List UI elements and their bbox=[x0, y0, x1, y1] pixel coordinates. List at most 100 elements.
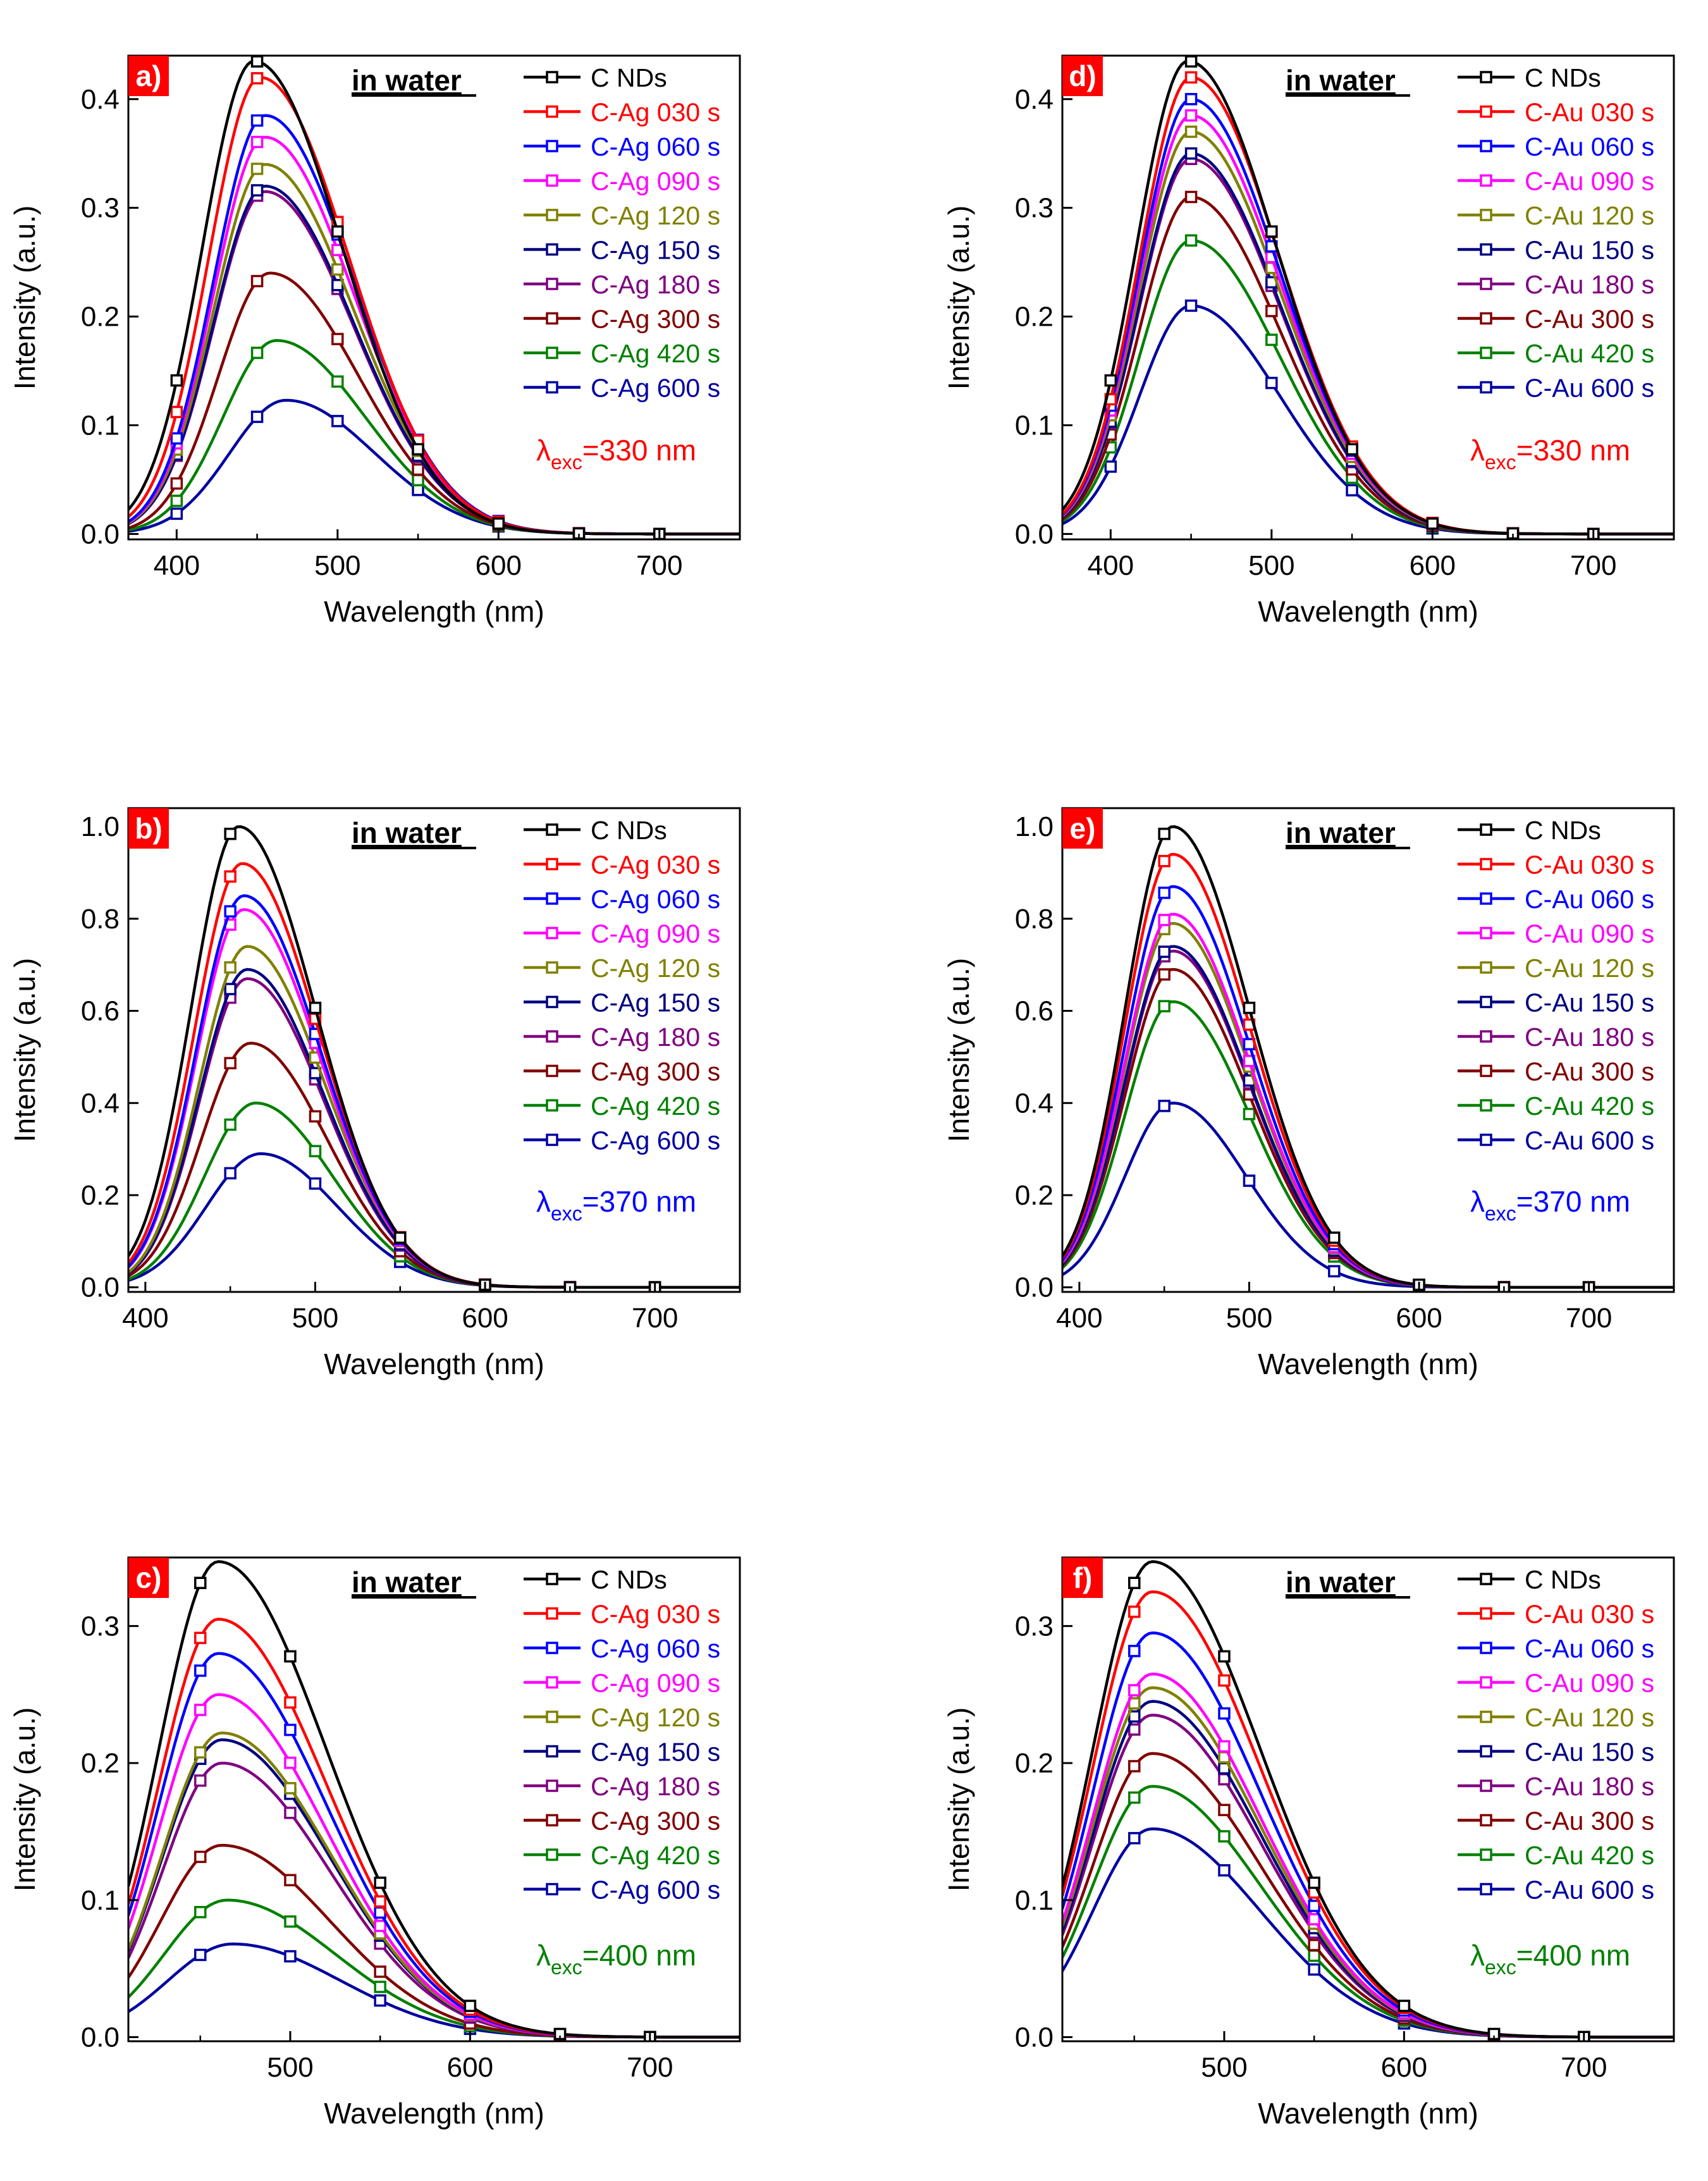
chart-panel: 400 500 600 700 0.0 0.2 0.4 0.6 0.8 1.0 Wavelength… bbox=[8, 807, 741, 1380]
series-marker bbox=[374, 1895, 386, 1908]
series-marker bbox=[1265, 376, 1278, 390]
legend-marker bbox=[546, 209, 558, 221]
chart-panel: 400 500 600 700 0.0 0.1 0.2 0.3 0.4 Wavelength (n… bbox=[942, 54, 1675, 628]
series-marker bbox=[170, 477, 183, 490]
legend-marker bbox=[546, 1573, 558, 1585]
series-marker bbox=[412, 463, 424, 476]
series-marker bbox=[374, 1981, 386, 1993]
y-tick-label: 1.0 bbox=[81, 811, 120, 842]
series-marker bbox=[170, 432, 183, 445]
series-marker bbox=[1243, 1002, 1256, 1014]
excitation-value: =370 nm bbox=[1516, 1185, 1630, 1218]
series-line bbox=[128, 59, 740, 536]
series-marker bbox=[374, 1994, 386, 2007]
legend-entry: C-Ag 090 s bbox=[591, 167, 720, 196]
series-marker bbox=[1218, 1830, 1231, 1843]
excitation-subscript: exc bbox=[551, 1202, 582, 1225]
series-marker bbox=[331, 375, 344, 388]
x-tick-label: 700 bbox=[636, 550, 682, 581]
legend-marker bbox=[1480, 1711, 1492, 1723]
legend-marker bbox=[1480, 1848, 1492, 1861]
legend-entry: C-Ag 180 s bbox=[591, 1023, 720, 1052]
legend-marker bbox=[1480, 1779, 1492, 1792]
series-marker bbox=[1104, 374, 1117, 387]
series-marker bbox=[250, 410, 264, 423]
legend-marker bbox=[1480, 1676, 1492, 1689]
panel-badge bbox=[128, 56, 169, 96]
y-tick-label: 0.0 bbox=[1015, 519, 1054, 550]
legend-marker bbox=[1480, 1573, 1492, 1585]
x-axis-label: Wavelength (nm) bbox=[324, 595, 544, 628]
legend-marker bbox=[546, 1848, 558, 1861]
y-tick-label: 0.6 bbox=[81, 996, 120, 1027]
series-marker bbox=[412, 484, 424, 496]
legend-marker bbox=[1480, 1030, 1492, 1043]
series-marker bbox=[250, 347, 264, 359]
series-marker bbox=[284, 1723, 297, 1736]
series-marker bbox=[170, 495, 183, 507]
series-marker bbox=[331, 263, 344, 276]
x-tick-label: 400 bbox=[1088, 550, 1134, 581]
x-tick-label: 700 bbox=[1566, 1303, 1612, 1334]
series-marker bbox=[1158, 1000, 1170, 1012]
y-axis-label: Intensity (a.u.) bbox=[8, 206, 41, 390]
panel-label: b) bbox=[135, 812, 162, 845]
series-marker bbox=[1158, 968, 1170, 981]
series-marker bbox=[1158, 1100, 1170, 1112]
x-axis-label: Wavelength (nm) bbox=[1258, 595, 1478, 628]
legend-entry: C-Ag 600 s bbox=[591, 1876, 720, 1905]
legend-marker bbox=[1480, 1133, 1492, 1146]
x-axis-label: Wavelength (nm) bbox=[324, 1348, 544, 1380]
legend-entry: C-Au 120 s bbox=[1525, 201, 1654, 230]
excitation-value: =330 nm bbox=[582, 434, 696, 467]
excitation-value: =400 nm bbox=[1516, 1939, 1630, 1972]
legend-marker bbox=[546, 105, 558, 118]
legend-entry: C NDs bbox=[591, 816, 667, 845]
excitation-value: =400 nm bbox=[582, 1939, 696, 1972]
panel-badge bbox=[128, 808, 169, 849]
legend-entry: C-Ag 300 s bbox=[591, 1057, 720, 1086]
series-marker bbox=[1265, 225, 1278, 238]
axes-frame bbox=[1061, 1556, 1675, 2043]
x-tick-label: 400 bbox=[1056, 1303, 1102, 1334]
legend-entry: C-Ag 090 s bbox=[591, 919, 720, 949]
series-marker bbox=[224, 870, 237, 883]
series-marker bbox=[1218, 1674, 1231, 1687]
series-marker bbox=[1184, 190, 1198, 204]
series-marker bbox=[1158, 945, 1170, 958]
legend-marker bbox=[546, 243, 558, 256]
series-marker bbox=[1184, 56, 1198, 68]
x-tick-label: 500 bbox=[1226, 1303, 1272, 1334]
series-marker bbox=[1426, 517, 1439, 530]
series-marker bbox=[1308, 1913, 1320, 1926]
excitation-subscript: exc bbox=[551, 451, 582, 474]
legend-marker bbox=[1480, 347, 1492, 359]
series-marker bbox=[1308, 1900, 1320, 1912]
series-marker bbox=[250, 72, 264, 85]
series-marker bbox=[250, 274, 264, 288]
legend-marker bbox=[1480, 1607, 1492, 1620]
legend-entry: C-Au 300 s bbox=[1525, 1807, 1654, 1836]
legend-entry: C-Au 180 s bbox=[1525, 1772, 1654, 1801]
panel-label: e) bbox=[1070, 812, 1096, 845]
y-tick-label: 0.8 bbox=[81, 904, 120, 935]
legend-marker bbox=[1480, 926, 1492, 940]
series-marker bbox=[224, 961, 237, 974]
series-marker bbox=[1128, 1791, 1141, 1804]
legend-marker bbox=[1480, 278, 1492, 290]
legend-entry: C-Ag 420 s bbox=[591, 1841, 720, 1870]
panel-label: a) bbox=[136, 59, 162, 92]
y-tick-label: 0.6 bbox=[1015, 996, 1054, 1027]
series-marker bbox=[1218, 1864, 1231, 1877]
x-tick-label: 400 bbox=[122, 1303, 168, 1334]
excitation-lambda: λ bbox=[536, 1939, 551, 1972]
series-marker bbox=[170, 374, 183, 387]
legend-marker bbox=[1480, 209, 1492, 221]
condition-note: in water bbox=[352, 64, 462, 97]
series-marker bbox=[309, 1177, 322, 1190]
series-marker bbox=[331, 415, 344, 427]
series-line bbox=[1062, 59, 1674, 536]
series-marker bbox=[224, 827, 237, 840]
series-marker bbox=[1104, 460, 1117, 473]
x-axis-label: Wavelength (nm) bbox=[1258, 1348, 1478, 1380]
